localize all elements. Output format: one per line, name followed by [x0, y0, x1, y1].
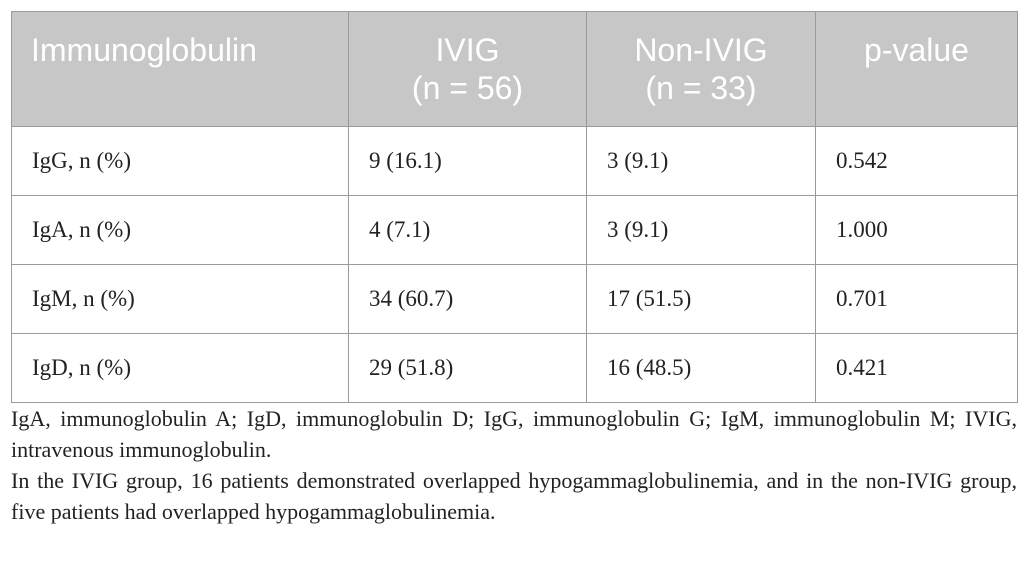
header-p-value: p-value: [815, 11, 1018, 127]
table-row: IgA, n (%) 4 (7.1) 3 (9.1) 1.000: [11, 195, 1018, 265]
table-body: IgG, n (%) 9 (16.1) 3 (9.1) 0.542 IgA, n…: [11, 126, 1018, 403]
ivig-value: 34 (60.7): [348, 264, 587, 334]
non-ivig-value: 3 (9.1): [586, 126, 816, 196]
table-footnotes: IgA, immunoglobulin A; IgD, immunoglobul…: [11, 403, 1017, 527]
header-non-ivig: Non-IVIG (n = 33): [586, 11, 816, 127]
immunoglobulin-table: Immunoglobulin IVIG (n = 56) Non-IVIG (n…: [11, 11, 1018, 403]
note-footnote: In the IVIG group, 16 patients demonstra…: [11, 468, 1017, 524]
header-immunoglobulin-label: Immunoglobulin: [31, 32, 257, 68]
header-non-ivig-count: (n = 33): [645, 70, 757, 106]
table-row: IgD, n (%) 29 (51.8) 16 (48.5) 0.421: [11, 333, 1018, 403]
table-header: Immunoglobulin IVIG (n = 56) Non-IVIG (n…: [11, 11, 1018, 127]
ivig-value: 29 (51.8): [348, 333, 587, 403]
table-container: Immunoglobulin IVIG (n = 56) Non-IVIG (n…: [11, 11, 1018, 403]
non-ivig-value: 3 (9.1): [586, 195, 816, 265]
header-ivig-count: (n = 56): [411, 70, 524, 106]
table-row: IgG, n (%) 9 (16.1) 3 (9.1) 0.542: [11, 126, 1018, 196]
header-row: Immunoglobulin IVIG (n = 56) Non-IVIG (n…: [11, 11, 1018, 127]
abbreviations-footnote: IgA, immunoglobulin A; IgD, immunoglobul…: [11, 406, 1017, 462]
row-label: IgG, n (%): [11, 126, 349, 196]
ivig-value: 9 (16.1): [348, 126, 587, 196]
ivig-value: 4 (7.1): [348, 195, 587, 265]
header-non-ivig-label: Non-IVIG: [634, 32, 768, 68]
p-value: 0.542: [815, 126, 1018, 196]
header-immunoglobulin: Immunoglobulin: [11, 11, 349, 127]
p-value: 0.701: [815, 264, 1018, 334]
non-ivig-value: 16 (48.5): [586, 333, 816, 403]
header-ivig-label: IVIG: [435, 32, 500, 68]
header-p-value-label: p-value: [864, 32, 969, 68]
p-value: 1.000: [815, 195, 1018, 265]
p-value: 0.421: [815, 333, 1018, 403]
non-ivig-value: 17 (51.5): [586, 264, 816, 334]
table-row: IgM, n (%) 34 (60.7) 17 (51.5) 0.701: [11, 264, 1018, 334]
row-label: IgD, n (%): [11, 333, 349, 403]
header-ivig: IVIG (n = 56): [348, 11, 587, 127]
row-label: IgA, n (%): [11, 195, 349, 265]
row-label: IgM, n (%): [11, 264, 349, 334]
